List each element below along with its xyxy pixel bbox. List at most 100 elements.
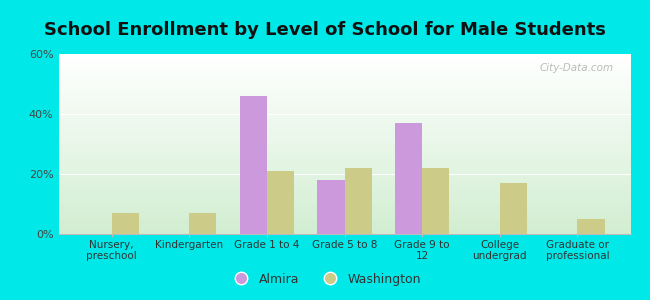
Bar (58, 216, 630, 218)
Bar (58, 223, 630, 225)
Bar (58, 115, 630, 117)
Bar (58, 202, 630, 203)
Bar (58, 67, 630, 68)
Bar (58, 72, 630, 74)
Bar (58, 59, 630, 61)
Bar (58, 117, 630, 119)
Bar (189, 213, 216, 234)
Bar (58, 110, 630, 112)
Bar (58, 70, 630, 72)
Bar (58, 74, 630, 76)
Bar (58, 155, 630, 157)
Bar (267, 171, 294, 234)
Bar (58, 166, 630, 167)
Bar (58, 200, 630, 202)
Bar (58, 94, 630, 95)
Bar (58, 149, 630, 151)
Bar (58, 68, 630, 70)
Bar (58, 135, 630, 137)
Bar (58, 86, 630, 88)
Bar (58, 171, 630, 173)
Bar (58, 142, 630, 144)
Bar (58, 128, 630, 130)
Bar (58, 65, 630, 67)
Bar (58, 220, 630, 221)
Bar (58, 194, 630, 196)
Bar (58, 230, 630, 232)
Bar (422, 168, 449, 234)
Bar (58, 148, 630, 149)
Bar (58, 61, 630, 63)
Bar (395, 123, 422, 234)
Bar (58, 56, 630, 58)
Bar (58, 227, 630, 229)
Bar (58, 108, 630, 110)
Bar (58, 63, 630, 65)
Bar (58, 162, 630, 164)
Bar (58, 58, 630, 59)
Bar (58, 124, 630, 126)
Bar (58, 225, 630, 227)
Bar (58, 169, 630, 171)
Bar (58, 126, 630, 128)
Bar (58, 209, 630, 211)
Bar (58, 153, 630, 155)
Bar (58, 218, 630, 220)
Bar (58, 137, 630, 139)
Bar (58, 212, 630, 214)
Bar (58, 77, 630, 79)
Bar (58, 182, 630, 184)
Bar (58, 144, 630, 146)
Text: City-Data.com: City-Data.com (540, 63, 614, 73)
Bar (58, 173, 630, 175)
Bar (58, 187, 630, 189)
Bar (58, 81, 630, 83)
Bar (58, 79, 630, 81)
Bar (58, 130, 630, 131)
Bar (58, 133, 630, 135)
Bar (58, 175, 630, 176)
Bar (58, 157, 630, 158)
Bar (58, 146, 630, 148)
Bar (58, 184, 630, 185)
Bar (58, 76, 630, 77)
Bar (58, 185, 630, 187)
Bar (58, 121, 630, 122)
Bar (58, 229, 630, 230)
Bar (58, 90, 630, 92)
Bar (58, 106, 630, 108)
Bar (58, 207, 630, 209)
Bar (58, 119, 630, 121)
Bar (58, 167, 630, 169)
Bar (58, 83, 630, 85)
Bar (577, 219, 605, 234)
Bar (58, 191, 630, 193)
Bar (58, 176, 630, 178)
Text: School Enrollment by Level of School for Male Students: School Enrollment by Level of School for… (44, 21, 606, 39)
Bar (58, 95, 630, 97)
Bar (58, 196, 630, 198)
Bar (240, 96, 267, 234)
Bar (58, 151, 630, 153)
Bar (58, 103, 630, 104)
Bar (58, 189, 630, 191)
Legend: Almira, Washington: Almira, Washington (224, 268, 426, 291)
Bar (58, 214, 630, 216)
Bar (500, 183, 527, 234)
Bar (58, 198, 630, 200)
Bar (58, 131, 630, 133)
Bar (344, 168, 372, 234)
Bar (58, 203, 630, 205)
Bar (58, 122, 630, 124)
Bar (58, 97, 630, 99)
Bar (58, 101, 630, 103)
Bar (58, 205, 630, 207)
Bar (58, 221, 630, 223)
Bar (58, 99, 630, 101)
Bar (58, 158, 630, 160)
Bar (58, 85, 630, 86)
Bar (58, 164, 630, 166)
Bar (58, 139, 630, 140)
Bar (58, 54, 630, 56)
Bar (112, 213, 139, 234)
